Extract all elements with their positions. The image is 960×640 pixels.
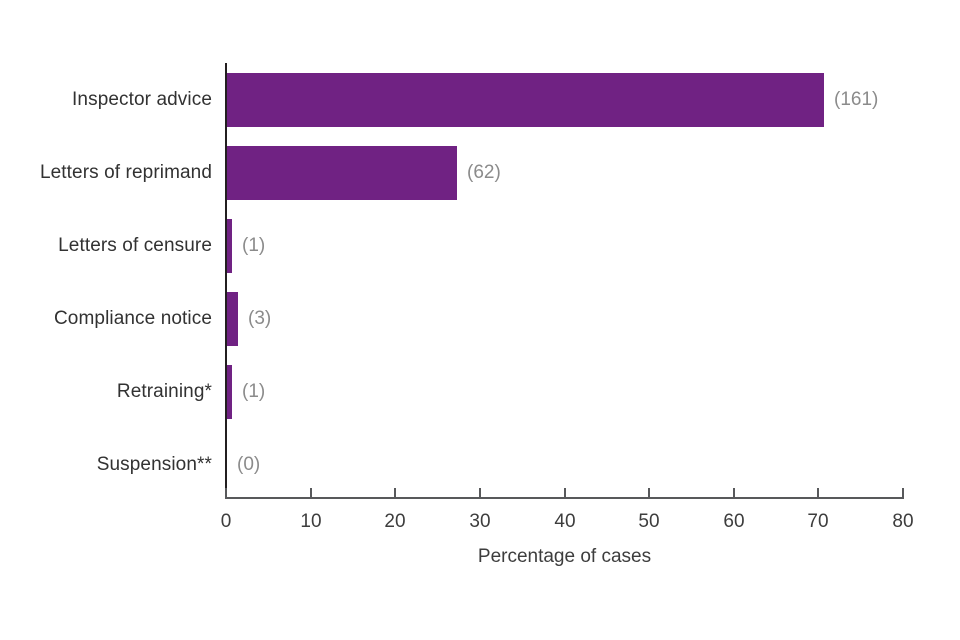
category-label: Compliance notice: [53, 308, 212, 329]
tick-mark: [310, 488, 312, 497]
tick-label: 70: [807, 511, 829, 532]
tick-mark: [564, 488, 566, 497]
category-label: Letters of reprimand: [39, 162, 212, 183]
tick-mark: [225, 488, 227, 497]
tick-label: 50: [638, 511, 660, 532]
x-axis-title: Percentage of cases: [477, 546, 652, 567]
tick-mark: [394, 488, 396, 497]
tick-label: 40: [554, 511, 576, 532]
value-label: (62): [467, 162, 501, 183]
value-label: (3): [248, 308, 272, 329]
y-axis-line: [225, 63, 227, 498]
tick-label: 20: [384, 511, 406, 532]
bar: [227, 146, 457, 200]
category-label: Retraining*: [116, 381, 212, 402]
bar: [227, 365, 232, 419]
category-label: Suspension**: [96, 454, 212, 475]
value-label: (161): [834, 89, 879, 110]
tick-mark: [817, 488, 819, 497]
tick-label: 30: [469, 511, 491, 532]
bar: [227, 292, 238, 346]
tick-label: 80: [892, 511, 914, 532]
value-label: (0): [237, 454, 261, 475]
tick-label: 60: [723, 511, 745, 532]
x-axis-line: [225, 497, 904, 499]
bar: [227, 219, 232, 273]
tick-mark: [479, 488, 481, 497]
bar: [227, 73, 824, 127]
category-label: Inspector advice: [72, 89, 212, 110]
value-label: (1): [242, 235, 266, 256]
tick-label: 10: [300, 511, 322, 532]
category-label: Letters of censure: [58, 235, 212, 256]
tick-mark: [902, 488, 904, 497]
tick-label: 0: [220, 511, 232, 532]
value-label: (1): [242, 381, 266, 402]
tick-mark: [733, 488, 735, 497]
tick-mark: [648, 488, 650, 497]
